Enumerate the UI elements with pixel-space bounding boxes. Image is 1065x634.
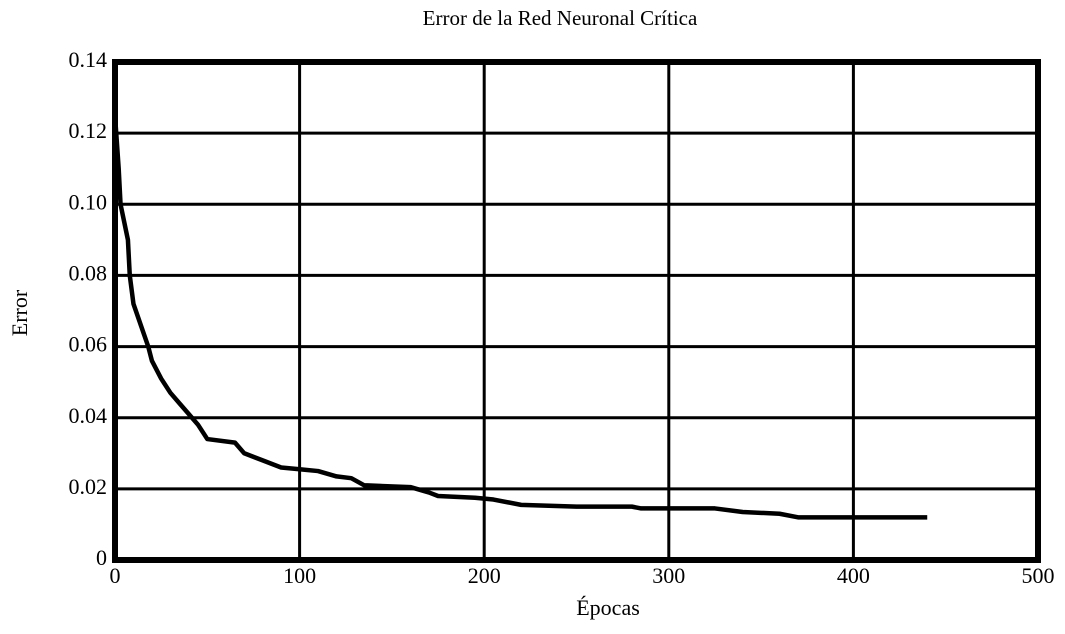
chart-title: Error de la Red Neuronal Crítica: [423, 6, 698, 30]
x-tick-label: 300: [652, 563, 685, 588]
x-tick-label: 500: [1022, 563, 1055, 588]
x-axis-label: Épocas: [576, 595, 640, 620]
y-axis-label: Error: [7, 289, 32, 336]
y-tick-label: 0.12: [69, 118, 108, 143]
x-tick-label: 200: [468, 563, 501, 588]
y-tick-label: 0.04: [69, 403, 108, 428]
plot-frame: [112, 59, 1041, 563]
x-tick-label: 400: [837, 563, 870, 588]
y-tick-label: 0.08: [69, 260, 108, 285]
y-tick-label: 0.14: [69, 47, 108, 72]
x-tick-label: 0: [110, 563, 121, 588]
y-tick-label: 0: [96, 545, 107, 570]
x-tick-label: 100: [283, 563, 316, 588]
y-tick-label: 0.02: [69, 474, 108, 499]
y-tick-label: 0.10: [69, 189, 108, 214]
data-line: [112, 115, 928, 520]
y-tick-label: 0.06: [69, 332, 108, 357]
